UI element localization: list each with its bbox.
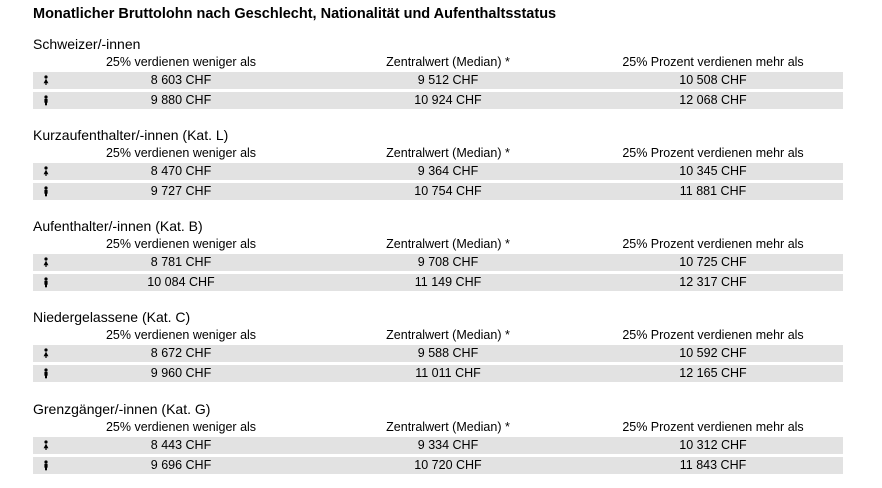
salary-value: 10 345 CHF (679, 164, 747, 178)
salary-value: 10 592 CHF (679, 346, 747, 360)
salary-value: 10 084 CHF (147, 275, 215, 289)
salary-value: 9 588 CHF (417, 346, 479, 360)
table-row: 8 470 CHF 9 364 CHF 10 345 CHF (33, 163, 843, 180)
salary-value: 9 960 CHF (150, 366, 212, 380)
column-header: Zentralwert (Median) * (386, 328, 510, 342)
male-icon (41, 183, 51, 200)
salary-value: 10 725 CHF (679, 255, 747, 269)
section-3: Niedergelassene (Kat. C) 25% verdienen we… (33, 306, 843, 382)
column-header: 25% verdienen weniger als (105, 237, 257, 251)
column-header: 25% Prozent verdienen mehr als (622, 420, 804, 434)
table-row: 8 781 CHF 9 708 CHF 10 725 CHF (33, 254, 843, 271)
salary-value: 9 512 CHF (417, 73, 479, 87)
table-row: 8 443 CHF 9 334 CHF 10 312 CHF (33, 437, 843, 454)
salary-value: 10 754 CHF (414, 184, 482, 198)
salary-value: 12 317 CHF (679, 275, 747, 289)
female-icon (41, 437, 51, 454)
salary-value: 9 696 CHF (150, 458, 212, 472)
salary-value: 11 011 CHF (415, 366, 481, 380)
column-header: 25% verdienen weniger als (105, 328, 257, 342)
salary-value: 9 708 CHF (417, 255, 479, 269)
column-header: 25% verdienen weniger als (105, 146, 257, 160)
salary-value: 9 880 CHF (150, 93, 212, 107)
column-header: Zentralwert (Median) * (386, 237, 510, 251)
salary-value: 9 334 CHF (417, 438, 479, 452)
salary-value: 10 312 CHF (679, 438, 747, 452)
section-4: Grenzgänger/-innen (Kat. G) 25% verdienen… (33, 398, 843, 474)
table-row: 9 727 CHF 10 754 CHF 11 881 CHF (33, 183, 843, 200)
page-title: Monatlicher Bruttolohn nach Geschlecht, … (33, 6, 557, 22)
section-2: Aufenthalter/-innen (Kat. B) 25% verdiene… (33, 215, 843, 291)
salary-value: 10 720 CHF (414, 458, 482, 472)
male-icon (41, 92, 51, 109)
table-row: 9 880 CHF 10 924 CHF 12 068 CHF (33, 92, 843, 109)
salary-value: 12 165 CHF (679, 366, 747, 380)
section-1: Kurzaufenthalter/-innen (Kat. L) 25% verd… (33, 124, 843, 200)
male-icon (41, 274, 51, 291)
salary-value: 8 470 CHF (150, 164, 212, 178)
female-icon (41, 254, 51, 271)
male-icon (41, 365, 51, 382)
table-row: 8 672 CHF 9 588 CHF 10 592 CHF (33, 345, 843, 362)
table-row: 9 696 CHF 10 720 CHF 11 843 CHF (33, 457, 843, 474)
column-header-row: 25% verdienen weniger als Zentralwert (Me… (33, 237, 843, 254)
section-0: Schweizer/-innen 25% verdienen weniger al… (33, 33, 843, 109)
column-header-row: 25% verdienen weniger als Zentralwert (Me… (33, 146, 843, 163)
female-icon (41, 163, 51, 180)
column-header-row: 25% verdienen weniger als Zentralwert (Me… (33, 420, 843, 437)
female-icon (41, 345, 51, 362)
section-title: Niedergelassene (Kat. C) (33, 309, 191, 325)
column-header: 25% verdienen weniger als (105, 55, 257, 69)
table-row: 10 084 CHF 11 149 CHF 12 317 CHF (33, 274, 843, 291)
column-header: 25% Prozent verdienen mehr als (622, 237, 804, 251)
column-header: Zentralwert (Median) * (386, 146, 510, 160)
salary-value: 8 672 CHF (150, 346, 212, 360)
table-row: 8 603 CHF 9 512 CHF 10 508 CHF (33, 72, 843, 89)
section-title: Kurzaufenthalter/-innen (Kat. L) (33, 127, 229, 143)
section-title: Aufenthalter/-innen (Kat. B) (33, 218, 203, 234)
column-header: 25% Prozent verdienen mehr als (622, 328, 804, 342)
section-title: Grenzgänger/-innen (Kat. G) (33, 401, 211, 417)
female-icon (41, 72, 51, 89)
salary-value: 11 881 CHF (679, 184, 747, 198)
column-header: 25% Prozent verdienen mehr als (622, 146, 804, 160)
salary-value: 8 781 CHF (150, 255, 212, 269)
male-icon (41, 457, 51, 474)
salary-value: 12 068 CHF (679, 93, 747, 107)
column-header: Zentralwert (Median) * (386, 420, 510, 434)
column-header: 25% Prozent verdienen mehr als (622, 55, 804, 69)
salary-value: 10 924 CHF (414, 93, 482, 107)
section-title: Schweizer/-innen (33, 36, 141, 52)
column-header: Zentralwert (Median) * (386, 55, 510, 69)
salary-value: 8 443 CHF (150, 438, 212, 452)
salary-value: 8 603 CHF (150, 73, 212, 87)
column-header-row: 25% verdienen weniger als Zentralwert (Me… (33, 55, 843, 72)
table-row: 9 960 CHF 11 011 CHF 12 165 CHF (33, 365, 843, 382)
salary-value: 9 364 CHF (417, 164, 479, 178)
salary-value: 10 508 CHF (679, 73, 747, 87)
salary-value: 11 149 CHF (414, 275, 482, 289)
column-header: 25% verdienen weniger als (105, 420, 257, 434)
column-header-row: 25% verdienen weniger als Zentralwert (Me… (33, 328, 843, 345)
salary-value: 9 727 CHF (150, 184, 212, 198)
salary-value: 11 843 CHF (679, 458, 747, 472)
